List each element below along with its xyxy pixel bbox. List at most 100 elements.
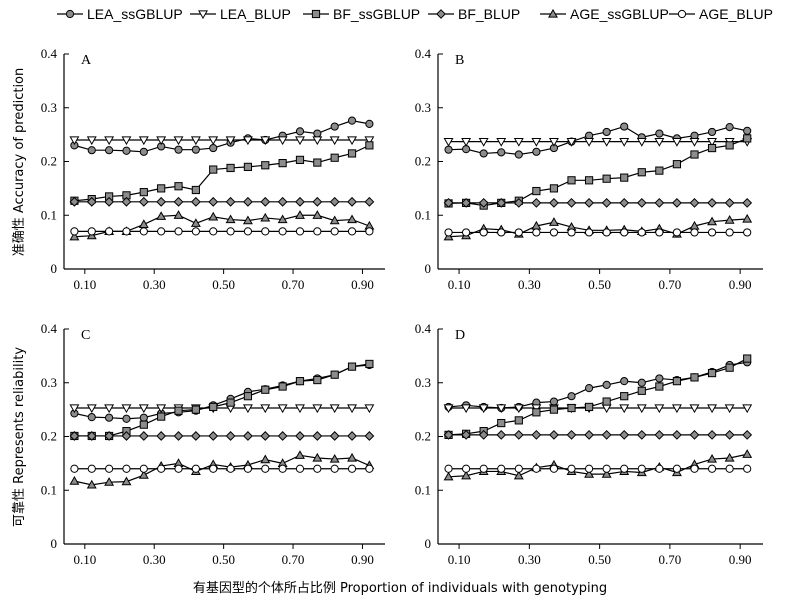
data-point bbox=[122, 227, 131, 236]
data-point bbox=[461, 429, 472, 440]
data-point bbox=[122, 414, 131, 423]
data-point bbox=[87, 464, 96, 473]
data-point bbox=[226, 398, 235, 407]
data-point bbox=[347, 404, 357, 414]
data-point bbox=[87, 413, 96, 422]
legend-marker bbox=[311, 9, 321, 19]
data-point bbox=[156, 196, 167, 207]
data-point bbox=[242, 404, 253, 414]
x-tick-label: 0.90 bbox=[729, 277, 752, 292]
data-point bbox=[637, 378, 646, 387]
data-point bbox=[620, 173, 629, 182]
data-point bbox=[278, 159, 287, 168]
data-point bbox=[654, 404, 665, 414]
data-point bbox=[513, 138, 524, 147]
series-lea-ssgblup bbox=[70, 360, 374, 423]
data-point bbox=[689, 138, 700, 147]
legend-marker bbox=[436, 9, 446, 19]
data-point bbox=[655, 228, 664, 237]
data-point bbox=[567, 392, 576, 401]
data-point bbox=[225, 431, 236, 441]
data-point bbox=[364, 196, 375, 207]
data-point bbox=[567, 464, 576, 473]
data-point bbox=[260, 454, 271, 464]
data-point bbox=[566, 197, 577, 208]
data-point bbox=[496, 404, 507, 414]
y-tick-label: 0.4 bbox=[41, 46, 58, 61]
legend-entry: AGE_BLUP bbox=[669, 6, 773, 22]
data-point bbox=[190, 136, 201, 146]
x-tick-label: 0.70 bbox=[659, 552, 682, 567]
legend-entry: AGE_ssGBLUP bbox=[540, 6, 669, 22]
data-point bbox=[566, 138, 577, 147]
data-point bbox=[497, 228, 506, 237]
data-point bbox=[277, 214, 288, 224]
data-point bbox=[329, 404, 340, 414]
data-point bbox=[69, 231, 80, 241]
data-point bbox=[443, 429, 454, 440]
data-point bbox=[347, 452, 357, 462]
data-point bbox=[637, 386, 646, 395]
data-point bbox=[209, 143, 218, 153]
series-lea-blup bbox=[443, 138, 753, 147]
data-point bbox=[532, 147, 541, 156]
data-point bbox=[497, 148, 506, 157]
data-point bbox=[461, 197, 472, 208]
x-tick-label: 0.10 bbox=[73, 277, 96, 292]
data-point bbox=[313, 129, 322, 138]
data-point bbox=[347, 136, 357, 146]
data-point bbox=[637, 228, 646, 237]
data-point bbox=[365, 464, 374, 473]
data-point bbox=[724, 214, 735, 224]
legend-entry: BF_BLUP bbox=[428, 6, 520, 22]
panel-letter: A bbox=[81, 53, 92, 68]
data-point bbox=[566, 429, 577, 440]
data-point bbox=[138, 470, 149, 479]
data-point bbox=[364, 404, 375, 414]
data-point bbox=[121, 136, 132, 146]
data-point bbox=[209, 464, 218, 473]
data-point bbox=[707, 429, 717, 440]
data-point bbox=[707, 368, 717, 378]
data-point bbox=[584, 402, 594, 412]
data-point bbox=[330, 370, 339, 379]
data-point bbox=[497, 464, 506, 473]
data-point bbox=[295, 136, 305, 146]
series-line bbox=[448, 218, 748, 238]
y-tick-label: 0.4 bbox=[415, 46, 432, 61]
legend-label: LEA_BLUP bbox=[220, 6, 291, 22]
data-point bbox=[157, 184, 166, 193]
data-point bbox=[312, 452, 323, 462]
data-point bbox=[104, 136, 115, 146]
x-tick-label: 0.70 bbox=[282, 552, 305, 567]
data-point bbox=[191, 227, 200, 236]
legend-label: BF_ssGBLUP bbox=[333, 6, 420, 22]
x-tick-label: 0.50 bbox=[588, 277, 611, 292]
data-point bbox=[69, 196, 80, 207]
data-point bbox=[347, 362, 357, 371]
data-point bbox=[138, 404, 149, 414]
data-point bbox=[461, 404, 472, 414]
series-bf-ssgblup bbox=[70, 359, 374, 441]
data-point bbox=[671, 138, 682, 147]
data-point bbox=[742, 449, 753, 458]
data-point bbox=[725, 228, 734, 237]
data-point bbox=[364, 431, 375, 441]
data-point bbox=[743, 354, 752, 363]
data-point bbox=[86, 431, 97, 441]
data-point bbox=[620, 228, 629, 237]
data-point bbox=[190, 196, 201, 207]
data-point bbox=[69, 431, 80, 441]
data-point bbox=[620, 377, 629, 386]
data-point bbox=[496, 197, 507, 208]
data-point bbox=[549, 184, 559, 193]
data-point bbox=[174, 145, 183, 154]
data-point bbox=[672, 197, 682, 208]
data-point bbox=[104, 404, 115, 414]
data-point bbox=[707, 197, 717, 208]
data-point bbox=[443, 197, 454, 208]
series-bf-blup bbox=[443, 429, 753, 440]
panel-letter: D bbox=[455, 328, 465, 343]
data-point bbox=[619, 138, 630, 147]
data-point bbox=[532, 464, 541, 473]
